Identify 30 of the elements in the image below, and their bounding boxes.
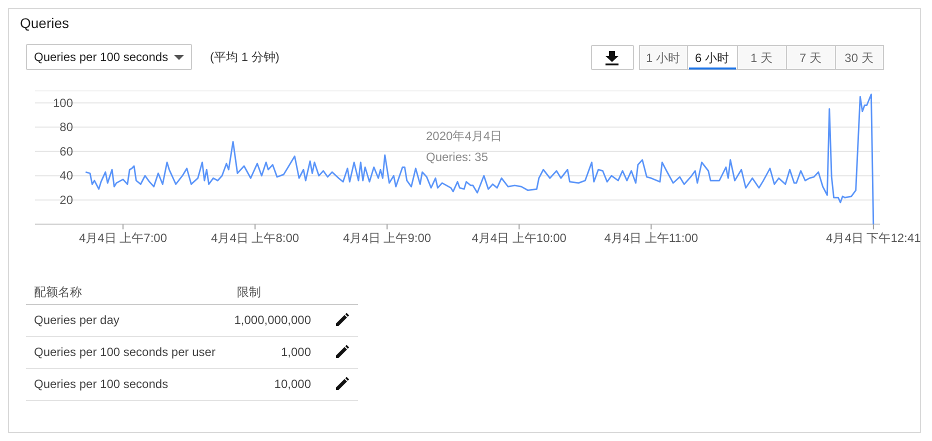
text: (平均 1 分钟): [210, 50, 280, 64]
text: 1 天: [750, 51, 773, 65]
x-tick-label: 4月4日 下午12:41: [826, 231, 922, 245]
x-tick-label: 4月4日 上午10:00: [472, 231, 567, 245]
text: 1,000: [280, 345, 312, 359]
y-tick-label: 20: [60, 193, 74, 208]
y-tick-label: 100: [52, 96, 74, 110]
text: 配额名称: [34, 285, 82, 299]
text: 7 天: [799, 51, 822, 65]
text: 1 小时: [646, 51, 680, 65]
text: 10,000: [274, 377, 312, 391]
x-tick-label: 4月4日 上午7:00: [78, 231, 168, 245]
text: 30 天: [844, 51, 874, 65]
text: Queries per 100 seconds: [34, 377, 168, 391]
line-series: [84, 94, 874, 226]
text: Queries per 100 seconds: [34, 50, 168, 64]
x-tick-label: 4月4日 上午8:00: [211, 231, 300, 245]
y-tick-label: 80: [60, 120, 74, 134]
chart-title: Queries: [20, 15, 70, 31]
annotation: Queries: 35: [426, 150, 488, 164]
y-tick-label: 60: [60, 144, 74, 158]
y-tick-label: 40: [60, 168, 74, 183]
x-tick-label: 4月4日 上午9:00: [343, 231, 432, 245]
text: 限制: [237, 285, 261, 299]
text: 1,000,000,000: [234, 313, 312, 327]
text: Queries per 100 seconds per user: [34, 345, 216, 359]
text: 6 小时: [694, 51, 730, 65]
annotation: 2020年4月4日: [426, 129, 502, 143]
text: Queries per day: [34, 313, 120, 327]
x-tick-label: 4月4日 上午11:00: [604, 231, 698, 245]
